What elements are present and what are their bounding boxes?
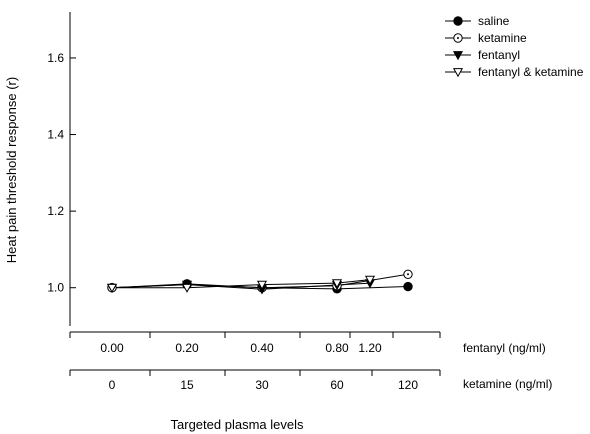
- fentanyl-tick-label: 0.00: [100, 341, 124, 355]
- y-tick-label: 1.6: [47, 51, 64, 65]
- ketamine-tick-label: 60: [330, 378, 344, 392]
- legend-label: ketamine: [478, 31, 527, 45]
- legend-label: fentanyl: [478, 48, 520, 62]
- ketamine-tick-label: 30: [255, 378, 269, 392]
- legend-label: saline: [478, 14, 510, 28]
- fentanyl-axis-ticks: 0.00 0.20 0.40 0.80 1.20: [69, 332, 441, 355]
- legend-marker: [452, 68, 464, 78]
- y-axis-label: Heat pain threshold response (r): [4, 77, 19, 263]
- legend-marker: [453, 16, 463, 26]
- data-point-ketamine: [403, 269, 413, 280]
- data-point-fentanyl-ketamine: [106, 283, 118, 293]
- series-markers: [106, 269, 413, 295]
- y-axis-ticks: 1.0 1.2 1.4 1.6: [47, 51, 76, 295]
- fentanyl-tick-label: 0.20: [175, 341, 199, 355]
- legend-marker: [453, 33, 463, 43]
- legend: saline ketamine fentanyl fentanyl & ketamin…: [445, 14, 584, 79]
- ketamine-axis-ticks: 0 15 30 60 120: [69, 370, 441, 392]
- y-tick-label: 1.4: [47, 128, 64, 142]
- legend-label: fentanyl & ketamine: [478, 65, 584, 79]
- legend-marker: [452, 51, 464, 61]
- data-point-fentanyl-ketamine: [364, 275, 376, 285]
- ketamine-axis-title: ketamine (ng/ml): [463, 377, 552, 391]
- open-circle-dot: [457, 37, 459, 39]
- fentanyl-tick-label: 0.80: [325, 341, 349, 355]
- fentanyl-tick-label: 1.20: [358, 341, 382, 355]
- ketamine-tick-label: 15: [180, 378, 194, 392]
- open-circle-dot: [407, 273, 409, 276]
- data-point-fentanyl-ketamine: [181, 283, 193, 293]
- fentanyl-axis-title: fentanyl (ng/ml): [463, 341, 546, 355]
- data-point-saline: [403, 281, 413, 292]
- data-point-fentanyl-ketamine: [256, 280, 268, 290]
- legend-item-saline: saline: [445, 14, 510, 28]
- legend-item-fentanyl-ketamine: fentanyl & ketamine: [445, 65, 584, 79]
- data-point-fentanyl-ketamine: [331, 279, 343, 289]
- fentanyl-tick-label: 0.40: [250, 341, 274, 355]
- legend-item-ketamine: ketamine: [445, 31, 527, 45]
- ketamine-tick-label: 120: [398, 378, 418, 392]
- legend-item-fentanyl: fentanyl: [445, 48, 520, 62]
- ketamine-tick-label: 0: [109, 378, 116, 392]
- y-tick-label: 1.2: [47, 204, 64, 218]
- x-axis-label: Targeted plasma levels: [171, 417, 304, 432]
- y-tick-label: 1.0: [47, 281, 64, 295]
